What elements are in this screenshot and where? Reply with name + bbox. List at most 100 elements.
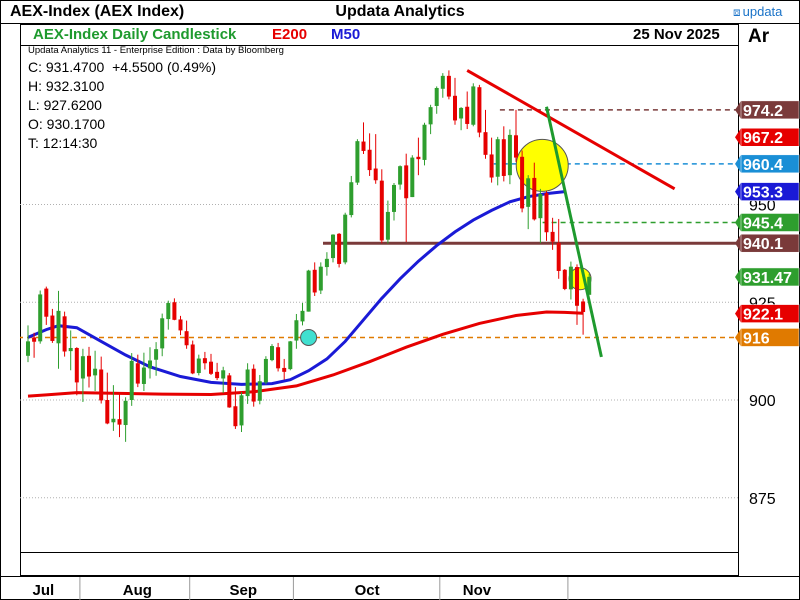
level-tag [740, 127, 800, 147]
candle-body [276, 347, 281, 369]
level-tag [740, 328, 800, 347]
candle-body [239, 395, 244, 426]
chart-title: AEX-Index Daily Candlestick [33, 26, 237, 43]
candle-body [202, 358, 207, 364]
time-value: T: 12:14:30 [28, 135, 98, 151]
candle-body [166, 303, 171, 320]
candle-body [172, 302, 177, 320]
candle-body [434, 87, 439, 106]
candle-body [123, 400, 128, 426]
candle-body [270, 346, 274, 361]
candle-body [74, 347, 79, 383]
legend-e200: E200 [272, 26, 308, 43]
level-tag-pointer [735, 182, 741, 201]
level-tag-label: 974.2 [743, 103, 783, 120]
highlight-marker [300, 328, 318, 346]
candle-body [62, 316, 67, 352]
candle-body [99, 369, 104, 401]
plot-frame [20, 24, 739, 576]
candle-body [520, 156, 525, 209]
candle-body [440, 75, 445, 89]
candle-body [575, 267, 579, 306]
chart-date: 25 Nov 2025 [633, 26, 720, 43]
ma50-line [27, 190, 565, 386]
level-tag [740, 233, 800, 253]
candle-body [263, 358, 268, 383]
candle-body [404, 165, 409, 199]
candle-body [50, 315, 55, 341]
candle-body [26, 341, 30, 356]
level-tag-label: 967.2 [743, 130, 783, 147]
candle-body [184, 331, 189, 346]
candle-body [343, 214, 348, 263]
candle-body [392, 184, 396, 212]
y-tick-label: 875 [749, 491, 776, 508]
brand-name: updata [742, 4, 783, 19]
candle-body [56, 310, 61, 344]
candle-body [209, 361, 213, 374]
ema200-line [27, 310, 584, 398]
candle-body [282, 367, 287, 372]
level-tag-label: 916 [743, 330, 770, 347]
level-tag [740, 213, 800, 232]
candle-body [306, 270, 311, 312]
candle-body [148, 360, 152, 369]
candle-body [324, 258, 329, 268]
candle-body [288, 341, 293, 370]
candle-body [581, 301, 586, 313]
level-tag-pointer [735, 267, 741, 286]
low-value: L: 927.6200 [28, 97, 102, 113]
level-tag-label: 940.1 [743, 236, 783, 253]
candle-body [93, 368, 98, 376]
candle-body [544, 193, 549, 233]
level-tag-pointer [735, 234, 741, 253]
candle-body [483, 132, 488, 155]
candle-body [44, 288, 49, 317]
candle-body [68, 347, 73, 352]
candle-body [117, 419, 122, 425]
candle-body [141, 367, 146, 384]
candle-body [331, 234, 335, 259]
level-tag-pointer [735, 154, 741, 173]
level-tag [740, 100, 800, 120]
y-tick-label: 950 [749, 198, 776, 215]
x-tick-label: Oct [355, 582, 380, 599]
candle-body [196, 358, 201, 374]
candle-body [428, 107, 433, 125]
candle-body [251, 368, 256, 402]
candle-body [556, 242, 561, 271]
candle-body [538, 193, 543, 219]
candle-body [105, 400, 110, 424]
app-name: Updata Analytics [335, 3, 465, 20]
candle-body [129, 360, 134, 400]
level-tag-pointer [735, 328, 741, 347]
level-tag-label: 931.47 [743, 270, 792, 287]
candle-body [318, 266, 323, 291]
level-tag-pointer [735, 128, 741, 147]
candle-body [215, 371, 220, 379]
candle-body [477, 87, 482, 133]
level-tag-pointer [735, 304, 741, 323]
plot-area [20, 69, 738, 442]
open-value: O: 930.1700 [28, 116, 106, 132]
candle-body [550, 231, 555, 242]
level-tag [740, 304, 800, 323]
steep-trend-line [545, 106, 603, 358]
level-tag [740, 154, 800, 174]
candle-body [227, 375, 232, 408]
candle-body [568, 266, 573, 290]
candle-body [446, 75, 451, 97]
y-tick-label: 900 [749, 393, 776, 410]
candle-body [526, 178, 531, 207]
candle-body [385, 211, 390, 240]
candle-body [379, 180, 384, 241]
candle-body [32, 337, 37, 342]
candle-body [257, 381, 262, 401]
level-tag-pointer [735, 213, 741, 232]
close-value: C: 931.4700 +4.5500 (0.49%) [28, 59, 216, 75]
close-label: C: 931.4700 [28, 59, 105, 75]
candle-body [507, 134, 512, 176]
